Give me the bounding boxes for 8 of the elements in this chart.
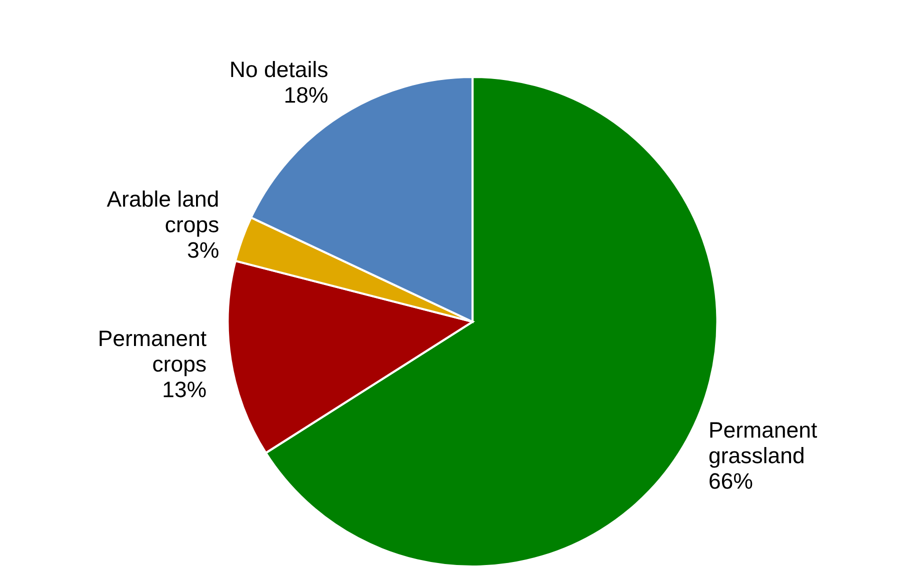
slice-label: Permanent grassland bbox=[709, 422, 818, 468]
data-label: 3% bbox=[188, 242, 218, 258]
slice-label: Arable land crops bbox=[106, 190, 218, 237]
slice-label: No details bbox=[231, 60, 328, 78]
data-label: 66% bbox=[710, 473, 752, 489]
data-label: 13% bbox=[164, 382, 206, 398]
slice-label: Permanent crops bbox=[100, 330, 206, 376]
data-label: 18% bbox=[285, 87, 328, 103]
